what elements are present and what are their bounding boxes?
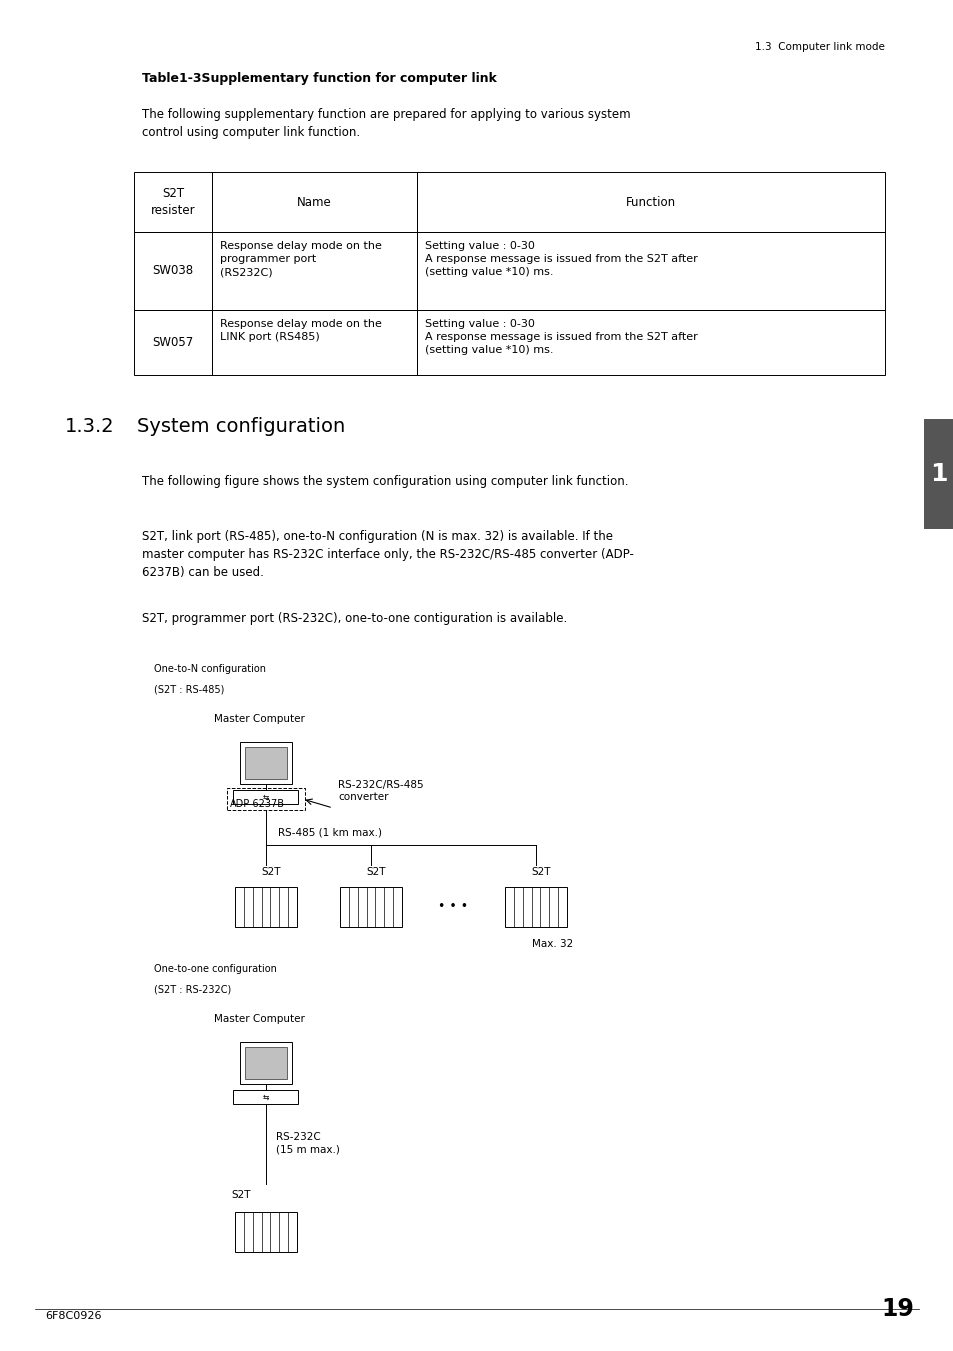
Bar xyxy=(212,309,416,376)
Text: System configuration: System configuration xyxy=(137,417,345,436)
Bar xyxy=(133,309,212,376)
Text: The following figure shows the system configuration using computer link function: The following figure shows the system co… xyxy=(142,476,628,488)
Text: S2T: S2T xyxy=(531,867,550,877)
Text: ⇆: ⇆ xyxy=(262,1093,269,1101)
Bar xyxy=(339,888,401,927)
Text: S2T, programmer port (RS-232C), one-to-one contiguration is available.: S2T, programmer port (RS-232C), one-to-o… xyxy=(142,612,567,626)
Text: RS-485 (1 km max.): RS-485 (1 km max.) xyxy=(277,828,381,838)
Bar xyxy=(923,419,953,530)
Text: S2T, link port (RS-485), one-to-N configuration (N is max. 32) is available. If : S2T, link port (RS-485), one-to-N config… xyxy=(142,530,633,580)
Text: RS-232C
(15 m max.): RS-232C (15 m max.) xyxy=(275,1132,339,1154)
Text: Max. 32: Max. 32 xyxy=(532,939,573,948)
Bar xyxy=(212,232,416,309)
Bar xyxy=(416,232,884,309)
Text: Setting value : 0-30
A response message is issued from the S2T after
(setting va: Setting value : 0-30 A response message … xyxy=(424,319,697,355)
Text: One-to-N configuration: One-to-N configuration xyxy=(153,663,266,674)
Bar xyxy=(212,172,416,232)
Bar xyxy=(240,742,292,784)
Bar xyxy=(234,1212,296,1252)
Text: (S2T : RS-232C): (S2T : RS-232C) xyxy=(153,984,231,994)
Text: The following supplementary function are prepared for applying to various system: The following supplementary function are… xyxy=(142,108,630,139)
Bar xyxy=(416,172,884,232)
Text: Master Computer: Master Computer xyxy=(213,713,305,724)
Text: 6F8C0926: 6F8C0926 xyxy=(45,1310,101,1321)
Text: (S2T : RS-485): (S2T : RS-485) xyxy=(153,684,224,694)
Text: S2T: S2T xyxy=(261,867,280,877)
Bar xyxy=(227,788,304,811)
Text: Master Computer: Master Computer xyxy=(213,1015,305,1024)
Text: SW057: SW057 xyxy=(152,336,193,349)
Bar xyxy=(233,1090,298,1104)
Text: Function: Function xyxy=(625,196,676,208)
Text: RS-232C/RS-485
converter: RS-232C/RS-485 converter xyxy=(337,780,423,802)
Bar xyxy=(133,172,212,232)
Text: S2T: S2T xyxy=(231,1190,251,1200)
Text: S2T: S2T xyxy=(366,867,385,877)
Text: SW038: SW038 xyxy=(152,265,193,277)
Bar xyxy=(234,888,296,927)
Text: Name: Name xyxy=(296,196,332,208)
Bar xyxy=(504,888,566,927)
Text: 1.3.2: 1.3.2 xyxy=(65,417,114,436)
Bar xyxy=(245,1047,287,1079)
Text: Response delay mode on the
programmer port
(RS232C): Response delay mode on the programmer po… xyxy=(220,240,381,277)
Text: 1: 1 xyxy=(929,462,946,486)
Bar xyxy=(416,309,884,376)
Text: • • •: • • • xyxy=(438,901,468,913)
Text: Response delay mode on the
LINK port (RS485): Response delay mode on the LINK port (RS… xyxy=(220,319,381,342)
Text: Table1-3Supplementary function for computer link: Table1-3Supplementary function for compu… xyxy=(142,72,497,85)
Bar xyxy=(133,232,212,309)
Text: 1.3  Computer link mode: 1.3 Computer link mode xyxy=(755,42,884,51)
Bar xyxy=(233,790,298,804)
Text: One-to-one configuration: One-to-one configuration xyxy=(153,965,276,974)
Text: 19: 19 xyxy=(881,1297,913,1321)
Bar xyxy=(245,747,287,780)
Text: S2T
resister: S2T resister xyxy=(151,186,195,218)
Text: ADP-6237B: ADP-6237B xyxy=(230,798,284,809)
Text: ⇆: ⇆ xyxy=(262,793,269,801)
Text: Setting value : 0-30
A response message is issued from the S2T after
(setting va: Setting value : 0-30 A response message … xyxy=(424,240,697,277)
Bar xyxy=(240,1042,292,1084)
